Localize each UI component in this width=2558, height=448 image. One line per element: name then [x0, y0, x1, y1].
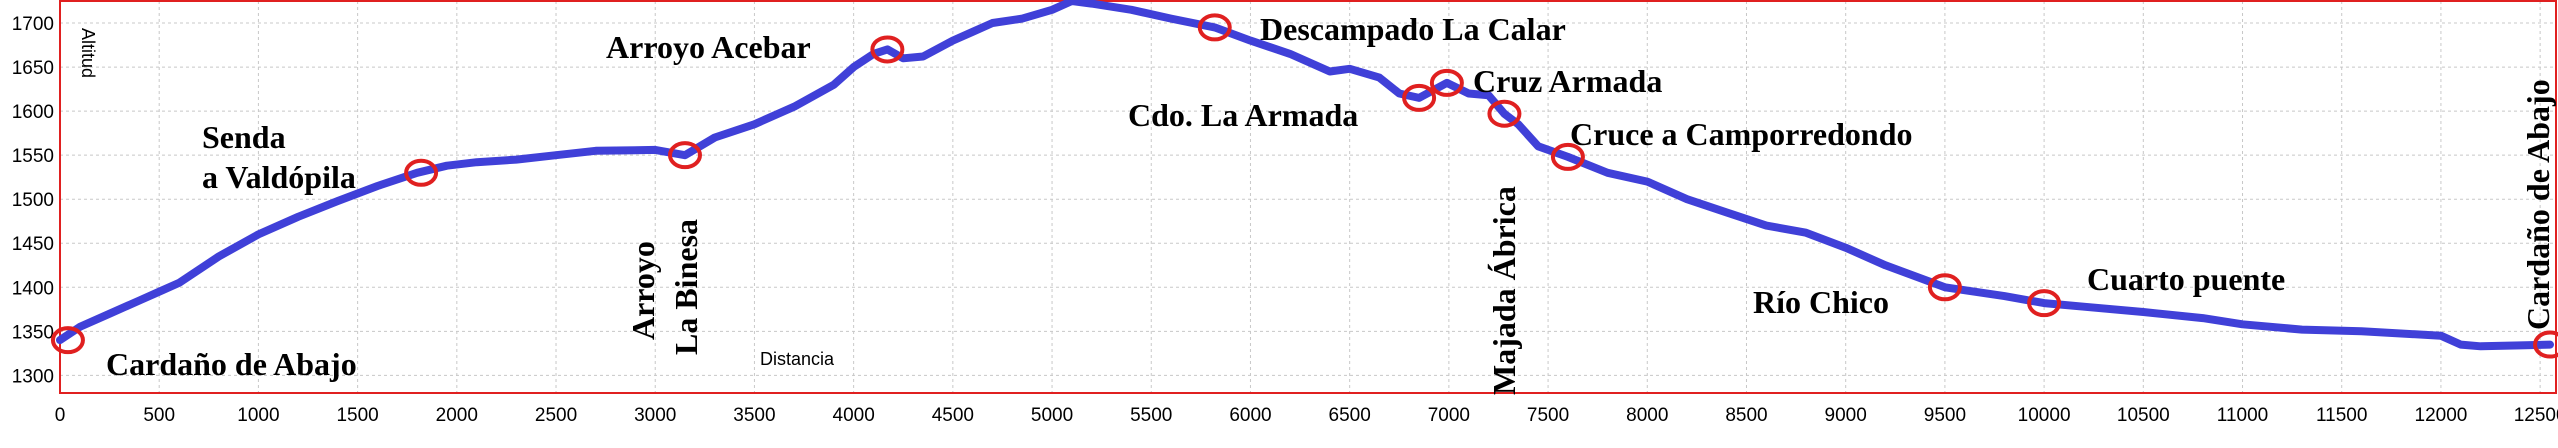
waypoint-label-cruz-armada: Cruz Armada — [1473, 63, 1662, 99]
waypoint-marker — [1927, 273, 1962, 302]
x-tick-label: 5500 — [1130, 405, 1172, 426]
waypoint-marker — [870, 35, 905, 64]
waypoint-marker — [1487, 99, 1522, 128]
waypoint-marker — [1402, 83, 1437, 112]
waypoint-marker — [50, 326, 85, 355]
waypoint-marker — [1550, 142, 1585, 171]
waypoint-label-la-binesa: La Binesa — [668, 219, 704, 355]
x-tick-label: 0 — [55, 405, 66, 426]
y-tick-label: 1600 — [12, 102, 54, 123]
x-tick-label: 8000 — [1626, 405, 1668, 426]
waypoint-marker — [2533, 330, 2558, 359]
x-tick-label: 10500 — [2117, 405, 2170, 426]
x-tick-label: 6000 — [1229, 405, 1271, 426]
y-tick-label: 1700 — [12, 14, 54, 35]
waypoint-label-cuarto-puente: Cuarto puente — [2087, 261, 2285, 297]
waypoint-label-descampado-la-calar: Descampado La Calar — [1260, 11, 1566, 47]
waypoint-marker — [1429, 68, 1464, 97]
x-tick-label: 11000 — [2217, 405, 2268, 426]
y-tick-label: 1550 — [12, 146, 54, 167]
waypoint-label-senda: Senda — [202, 119, 286, 155]
x-tick-label: 5000 — [1031, 405, 1073, 426]
waypoint-label-arroyo: Arroyo — [625, 241, 661, 340]
y-tick-label: 1450 — [12, 234, 54, 255]
x-tick-label: 3500 — [733, 405, 775, 426]
y-tick-label: 1500 — [12, 190, 54, 211]
y-tick-label: 1400 — [12, 278, 54, 299]
waypoint-label-cruce-a-camporredondo: Cruce a Camporredondo — [1570, 116, 1913, 152]
waypoint-label-majada-abrica: Majada Ábrica — [1486, 186, 1522, 395]
waypoint-marker — [404, 158, 439, 187]
x-tick-label: 7500 — [1527, 405, 1569, 426]
x-tick-label: 1000 — [237, 405, 279, 426]
waypoint-label-cardano-end: Cardaño de Abajo — [2520, 79, 2556, 330]
x-tick-label: 1500 — [336, 405, 378, 426]
x-axis-title: Distancia — [760, 349, 835, 369]
x-tick-labels: 0 500 1000 1500 2000 2500 3000 3500 4000 4500 5000… — [55, 405, 2558, 426]
x-tick-label: 3000 — [634, 405, 676, 426]
elevation-line — [56, 0, 2554, 351]
x-tick-label: 10000 — [2018, 405, 2071, 426]
waypoint-labels: Cardaño de Abajo Senda a Valdópila Arroy… — [106, 11, 2556, 395]
x-tick-label: 2000 — [436, 405, 478, 426]
x-tick-label: 7000 — [1428, 405, 1470, 426]
x-tick-label: 2500 — [535, 405, 577, 426]
x-tick-label: 12000 — [2415, 405, 2468, 426]
x-tick-label: 6500 — [1329, 405, 1371, 426]
y-axis-title: Altitud — [78, 28, 98, 78]
x-tick-label: 4500 — [932, 405, 974, 426]
waypoint-markers — [50, 13, 2558, 359]
waypoint-label-rio-chico: Río Chico — [1753, 284, 1889, 320]
waypoint-marker — [2027, 289, 2062, 318]
x-tick-label: 4000 — [833, 405, 875, 426]
y-tick-labels: 1300 1350 1400 1450 1500 1550 1600 1650 1700 — [12, 14, 54, 387]
x-tick-label: 11500 — [2316, 405, 2367, 426]
waypoint-label-cdo-la-armada: Cdo. La Armada — [1128, 97, 1358, 133]
waypoint-label-arroyo-acebar: Arroyo Acebar — [606, 29, 811, 65]
x-tick-label: 9500 — [1924, 405, 1966, 426]
x-tick-label: 500 — [143, 405, 175, 426]
waypoint-marker — [1197, 13, 1232, 42]
x-tick-label: 8500 — [1725, 405, 1767, 426]
plot-frame — [59, 0, 2557, 394]
waypoint-label-cardano-start: Cardaño de Abajo — [106, 346, 357, 382]
y-tick-label: 1350 — [12, 322, 54, 343]
x-tick-label: 12500 — [2514, 405, 2558, 426]
waypoint-label-valdopila: a Valdópila — [202, 159, 356, 195]
x-tick-label: 9000 — [1825, 405, 1867, 426]
y-tick-label: 1650 — [12, 58, 54, 79]
grid-lines — [59, 1, 2556, 393]
y-tick-label: 1300 — [12, 366, 54, 387]
waypoint-marker — [667, 141, 702, 170]
